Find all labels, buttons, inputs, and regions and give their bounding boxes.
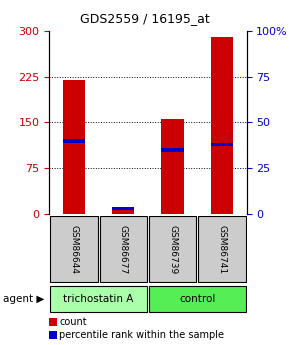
Text: control: control [179, 294, 215, 304]
Bar [112, 207, 134, 210]
Text: GSM86677: GSM86677 [119, 225, 128, 274]
Bar [198, 216, 246, 282]
Text: trichostatin A: trichostatin A [64, 294, 134, 304]
Bar [149, 286, 246, 313]
Text: GSM86644: GSM86644 [69, 225, 79, 274]
Text: percentile rank within the sample: percentile rank within the sample [59, 330, 224, 340]
Bar [162, 148, 184, 152]
Text: count: count [59, 317, 87, 327]
Bar [112, 208, 134, 214]
Bar [50, 216, 98, 282]
Text: GSM86739: GSM86739 [168, 225, 177, 274]
Bar [211, 142, 233, 146]
Text: GSM86741: GSM86741 [217, 225, 226, 274]
Bar [99, 216, 147, 282]
Bar [211, 37, 233, 214]
Text: GDS2559 / 16195_at: GDS2559 / 16195_at [80, 12, 210, 25]
Bar [50, 286, 147, 313]
Bar [63, 80, 85, 214]
Bar [63, 139, 85, 142]
Text: agent ▶: agent ▶ [3, 294, 44, 304]
Bar [162, 119, 184, 214]
Bar [149, 216, 196, 282]
